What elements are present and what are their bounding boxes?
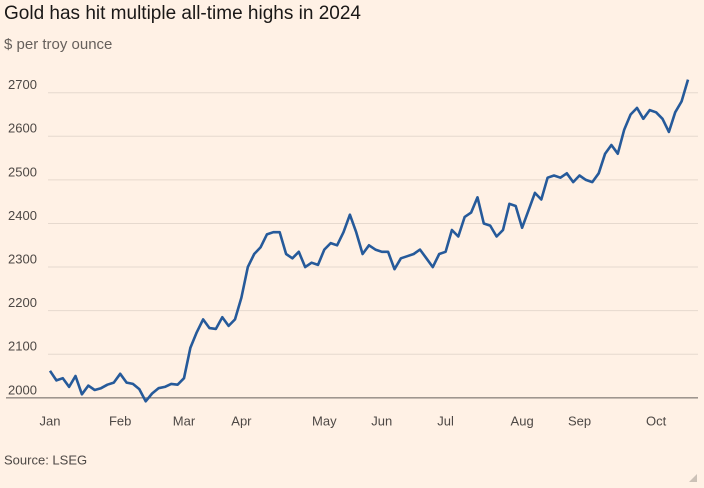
- chart-title: Gold has hit multiple all-time highs in …: [4, 3, 361, 24]
- price-line: [48, 79, 690, 403]
- x-tick-label: Feb: [109, 413, 131, 428]
- y-tick-label: 2100: [8, 339, 37, 354]
- x-tick-label: Aug: [511, 413, 534, 428]
- x-tick-label: May: [312, 413, 337, 428]
- x-tick-label: Jun: [371, 413, 392, 428]
- chart-subtitle: $ per troy ounce: [4, 36, 112, 53]
- x-tick-label: Jan: [40, 413, 61, 428]
- x-tick-label: Oct: [646, 413, 667, 428]
- y-tick-label: 2300: [8, 251, 37, 266]
- y-tick-label: 2000: [8, 382, 37, 397]
- x-tick-label: Apr: [231, 413, 252, 428]
- y-tick-label: 2400: [8, 208, 37, 223]
- x-tick-label: Sep: [568, 413, 591, 428]
- corner-mark: [689, 474, 697, 482]
- y-tick-label: 2500: [8, 164, 37, 179]
- x-tick-label: Mar: [173, 413, 196, 428]
- y-tick-label: 2600: [8, 121, 37, 136]
- y-tick-label: 2700: [8, 77, 37, 92]
- x-tick-label: Jul: [437, 413, 454, 428]
- y-tick-label: 2200: [8, 295, 37, 310]
- source: Source: LSEG: [4, 452, 87, 467]
